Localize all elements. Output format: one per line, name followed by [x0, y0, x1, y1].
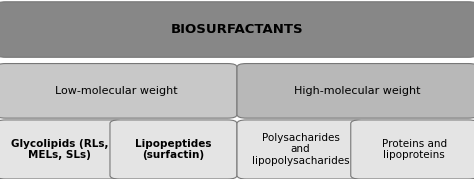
- FancyBboxPatch shape: [351, 120, 474, 179]
- FancyBboxPatch shape: [0, 120, 123, 179]
- Text: Proteins and
lipoproteins: Proteins and lipoproteins: [382, 139, 447, 160]
- Text: Polysacharides
and
lipopolysacharides: Polysacharides and lipopolysacharides: [252, 133, 349, 166]
- FancyBboxPatch shape: [237, 120, 364, 179]
- FancyBboxPatch shape: [0, 64, 237, 118]
- FancyBboxPatch shape: [110, 120, 237, 179]
- FancyBboxPatch shape: [237, 64, 474, 118]
- Text: Low-molecular weight: Low-molecular weight: [55, 86, 178, 96]
- Text: Lipopeptides
(surfactin): Lipopeptides (surfactin): [135, 139, 212, 160]
- Text: Glycolipids (RLs,
MELs, SLs): Glycolipids (RLs, MELs, SLs): [11, 139, 109, 160]
- FancyBboxPatch shape: [0, 2, 474, 57]
- Text: High-molecular weight: High-molecular weight: [294, 86, 420, 96]
- Text: BIOSURFACTANTS: BIOSURFACTANTS: [171, 23, 303, 36]
